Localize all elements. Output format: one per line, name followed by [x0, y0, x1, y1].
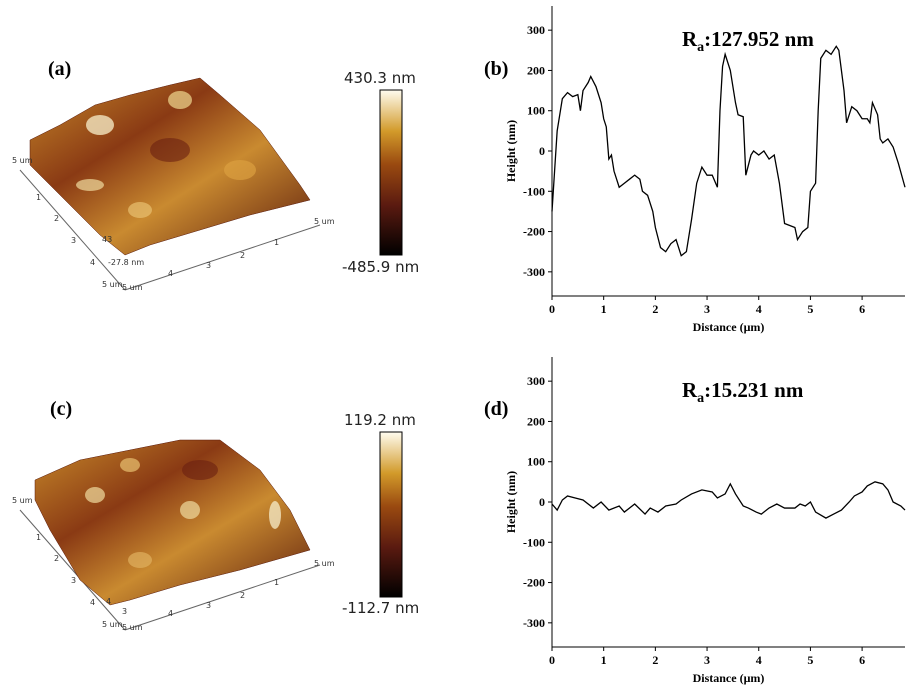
- y-tick-label: -200: [523, 225, 545, 239]
- afm-axis-label: 4: [168, 269, 173, 278]
- afm-axis-label: 2: [240, 251, 245, 260]
- afm-axis-label: 4: [168, 609, 173, 618]
- afm-axis-label: 4: [90, 598, 95, 607]
- colorbar-min: -112.7 nm: [342, 599, 419, 617]
- afm-axis-label: 3: [206, 261, 211, 270]
- afm-axis-label: 1: [274, 578, 279, 587]
- y-tick-label: -300: [523, 265, 545, 279]
- afm-axis-label: 5 um: [102, 280, 123, 289]
- afm-image-c: [19, 439, 321, 631]
- afm-axis-label: 5 um: [314, 559, 335, 568]
- y-tick-label: -300: [523, 616, 545, 630]
- annotation-text: :15.231 nm: [704, 378, 804, 402]
- afm-axis-label: 3: [122, 607, 127, 616]
- x-axis-title: Distance (μm): [693, 320, 765, 334]
- y-tick-label: 0: [539, 495, 545, 509]
- afm-axis-label: 3: [206, 601, 211, 610]
- y-tick-label: -100: [523, 535, 545, 549]
- colorbar-max: 430.3 nm: [344, 69, 416, 87]
- afm-axis-label: -27.8 nm: [108, 258, 144, 267]
- x-tick-label: 5: [807, 302, 813, 316]
- annotation-subscript: a: [697, 40, 704, 55]
- x-tick-label: 4: [756, 653, 762, 667]
- panel-label: (d): [484, 398, 508, 420]
- y-tick-label: -200: [523, 576, 545, 590]
- x-tick-label: 1: [601, 653, 607, 667]
- line-series: [551, 45, 906, 257]
- annotation: Ra:15.231 nm: [682, 378, 804, 406]
- x-tick-label: 1: [601, 302, 607, 316]
- annotation-symbol: R: [682, 378, 698, 402]
- afm-axis-label: 5 um: [314, 217, 335, 226]
- x-axis-title: Distance (μm): [693, 671, 765, 685]
- annotation: Ra:127.952 nm: [682, 27, 814, 55]
- colorbar: [379, 431, 403, 598]
- afm-axis-label: 3: [71, 576, 76, 585]
- afm-axis-label: 3: [71, 236, 76, 245]
- colorbar-min: -485.9 nm: [342, 258, 419, 276]
- y-tick-label: 300: [527, 23, 545, 37]
- afm-axis-label: 4: [90, 258, 95, 267]
- x-tick-label: 3: [704, 653, 710, 667]
- afm-axis-label: 4: [106, 597, 111, 606]
- afm-axis-label: 2: [54, 554, 59, 563]
- panel-label: (a): [48, 58, 71, 80]
- panel-label: (b): [484, 58, 508, 80]
- afm-axis-label: 5 um: [122, 283, 143, 292]
- x-tick-label: 0: [549, 302, 555, 316]
- afm-axis-label: 2: [240, 591, 245, 600]
- y-tick-label: 200: [527, 414, 545, 428]
- y-tick-label: 300: [527, 374, 545, 388]
- afm-axis-label: 5 um: [12, 496, 33, 505]
- x-tick-label: 0: [549, 653, 555, 667]
- annotation-symbol: R: [682, 27, 698, 51]
- x-tick-label: 5: [807, 653, 813, 667]
- y-axis-title: Height (nm): [504, 120, 518, 182]
- x-tick-label: 4: [756, 302, 762, 316]
- afm-axis-label: 5 um: [102, 620, 123, 629]
- annotation-text: :127.952 nm: [704, 27, 814, 51]
- y-tick-label: 200: [527, 63, 545, 77]
- afm-axis-label: 5 um: [12, 156, 33, 165]
- x-tick-label: 6: [859, 302, 865, 316]
- colorbar: [379, 89, 403, 256]
- afm-axis-label: 1: [36, 193, 41, 202]
- annotation-subscript: a: [697, 391, 704, 406]
- x-tick-label: 3: [704, 302, 710, 316]
- x-tick-label: 6: [859, 653, 865, 667]
- afm-axis-label: 1: [36, 533, 41, 542]
- afm-image-a: [19, 77, 321, 291]
- afm-axis-label: 2: [54, 214, 59, 223]
- line-series: [551, 481, 906, 519]
- x-tick-label: 2: [652, 653, 658, 667]
- afm-axis-label: 5 um: [122, 623, 143, 632]
- y-tick-label: -100: [523, 184, 545, 198]
- panel-label: (c): [50, 398, 72, 420]
- y-tick-label: 0: [539, 144, 545, 158]
- y-tick-label: 100: [527, 104, 545, 118]
- x-tick-label: 2: [652, 302, 658, 316]
- afm-axis-label: 43: [102, 235, 112, 244]
- colorbar-max: 119.2 nm: [344, 411, 416, 429]
- afm-axis-label: 1: [274, 238, 279, 247]
- y-axis-title: Height (nm): [504, 471, 518, 533]
- y-tick-label: 100: [527, 455, 545, 469]
